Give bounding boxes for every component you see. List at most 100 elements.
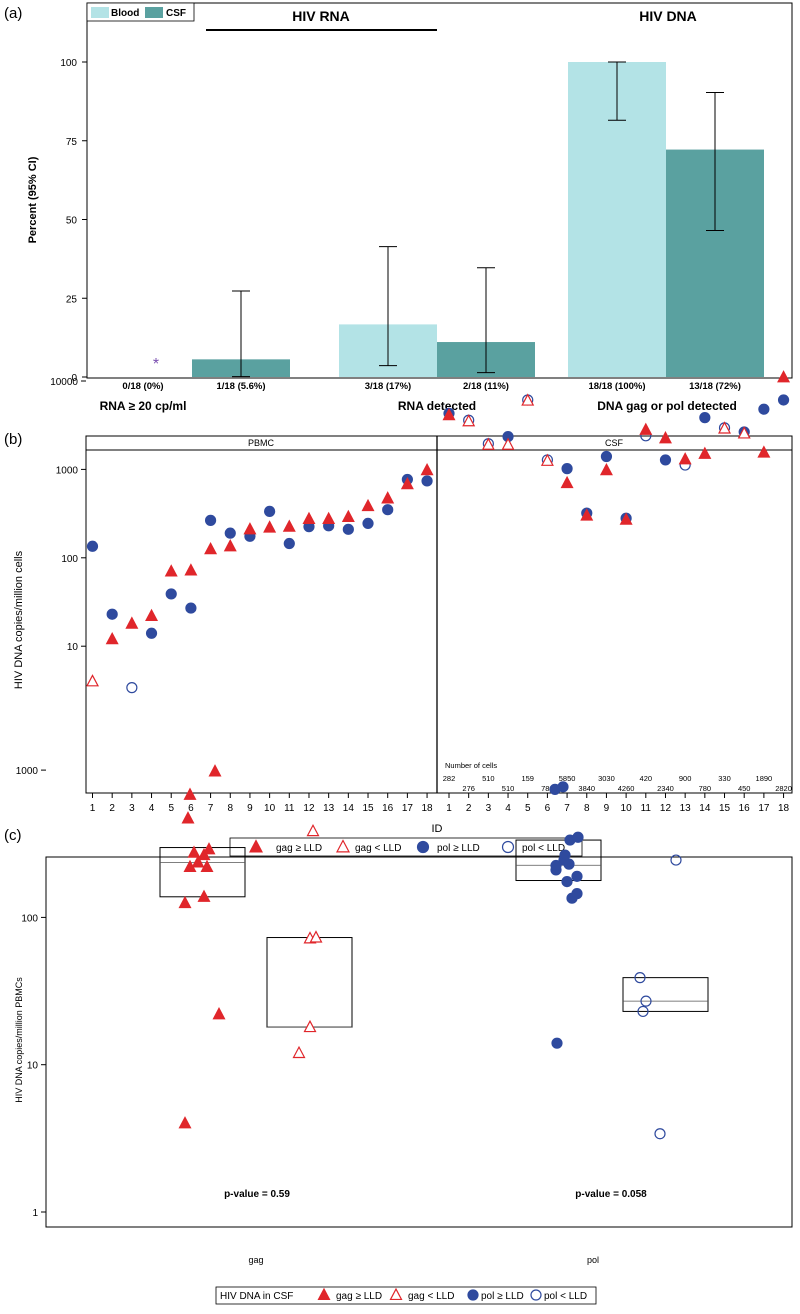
csf-pol-point-18 (777, 394, 790, 406)
csf-gag-point-9 (599, 462, 613, 476)
csf-gag-point-7 (560, 475, 574, 489)
chart-b-legend-box (229, 837, 583, 857)
bar-count-label: 1/18 (5.6%) (216, 381, 265, 392)
box-point-2-9 (559, 849, 571, 861)
panel-label-a: (a) (4, 5, 22, 22)
chart-a-frame (86, 2, 793, 379)
legend-gag-ge-label: gag ≥ LLD (276, 843, 322, 854)
pbmc-id-label: 1 (90, 803, 96, 814)
pbmc-id-label: 3 (129, 803, 135, 814)
chart-b-ytick-label: 100 (61, 554, 78, 565)
box-point-3-0 (654, 1128, 666, 1140)
pbmc-gag-point-10 (263, 520, 277, 533)
cells-count-bottom: 2340 (657, 784, 674, 793)
box-point-0-10 (181, 811, 195, 824)
cells-count-bottom: 3840 (578, 784, 595, 793)
pbmc-id-label: 13 (323, 803, 335, 814)
pbmc-gag-point-17 (400, 476, 414, 490)
pbmc-gag-point-8 (223, 539, 237, 552)
cells-count-top: 330 (718, 774, 731, 783)
pbmc-id-label: 4 (149, 803, 155, 814)
bar-count-label: 13/18 (72%) (689, 381, 741, 392)
chart-c: HIV DNA copies/million PBMCs 1101001000 … (14, 764, 793, 1305)
pbmc-id-label: 16 (382, 803, 394, 814)
c-legend-pol-ge-label: pol ≥ LLD (481, 1291, 524, 1302)
box-point-3-4 (670, 854, 682, 866)
cells-count-top: 3030 (598, 774, 615, 783)
cells-count-top: 282 (443, 774, 456, 783)
box-point-2-0 (551, 1037, 563, 1049)
box-point-2-13 (557, 781, 569, 793)
chart-b-ylabel: HIV DNA copies/million cells (13, 550, 25, 689)
csf-gag-point-8 (580, 508, 594, 521)
panel-title-pbmc: PBMC (248, 438, 275, 448)
csf-gag-point-1 (442, 408, 456, 421)
csf-id-label: 16 (739, 803, 751, 814)
csf-gag-point-3 (481, 437, 495, 450)
cells-count-top: 900 (679, 774, 692, 783)
csf-gag-point-17 (757, 445, 771, 458)
box-point-0-5 (200, 859, 214, 873)
box-point-0-8 (187, 845, 201, 858)
csf-id-label: 13 (680, 803, 692, 814)
cells-count-top: 5850 (559, 774, 576, 783)
pbmc-gag-point-18 (420, 462, 434, 476)
box-point-0-12 (208, 764, 222, 777)
pbmc-pol-point-3 (126, 682, 138, 694)
box-point-1-4 (306, 823, 320, 837)
pbmc-id-label: 8 (227, 803, 233, 814)
cells-count-top: 510 (482, 774, 495, 783)
csf-pol-point-14 (699, 412, 711, 424)
legend-pol-ge-label: pol ≥ LLD (437, 843, 480, 854)
pbmc-gag-point-7 (204, 542, 218, 555)
pbmc-id-label: 12 (303, 803, 315, 814)
c-legend-gag-ge-label: gag ≥ LLD (336, 1291, 382, 1302)
c-legend-pol-lt-label: pol < LLD (544, 1291, 587, 1302)
pbmc-id-label: 10 (264, 803, 276, 814)
csf-pol-point-12 (659, 454, 672, 466)
box-point-3-3 (634, 972, 646, 984)
box-1 (266, 937, 353, 1028)
csf-gag-point-5 (521, 393, 535, 406)
bar-count-label: 3/18 (17%) (365, 381, 411, 392)
pbmc-gag-point-3 (125, 616, 139, 629)
box-point-2-2 (571, 888, 583, 900)
csf-id-label: 3 (486, 803, 492, 814)
category-label-rna-20: RNA ≥ 20 cp/ml (100, 399, 187, 413)
pbmc-pol-point-16 (382, 504, 394, 516)
pbmc-pol-point-15 (362, 517, 374, 529)
cells-count-top: 1890 (756, 774, 773, 783)
asterisk-annotation: * (153, 356, 159, 373)
pbmc-gag-point-9 (243, 522, 257, 535)
chart-c-ytick-label: 100 (21, 913, 38, 924)
cells-count-bottom: 4260 (618, 784, 635, 793)
legend-blood-swatch (91, 7, 109, 18)
pbmc-pol-point-14 (342, 523, 354, 535)
csf-id-label: 12 (660, 803, 672, 814)
legend-csf-swatch (145, 7, 163, 18)
category-label-gag: gag (248, 1255, 263, 1265)
header-hiv-rna: HIV RNA (292, 8, 350, 24)
chart-a-legend-box (86, 2, 195, 22)
chart-b-ytick-label: 10000 (50, 377, 78, 388)
csf-id-label: 7 (564, 803, 570, 814)
pbmc-gag-point-15 (361, 498, 375, 512)
chart-a-ytick-label: 75 (66, 137, 78, 148)
box-point-1-3 (309, 930, 323, 943)
pbmc-id-label: 17 (402, 803, 414, 814)
box-point-0-0 (178, 1116, 192, 1129)
panel-title-csf: CSF (605, 438, 624, 448)
csf-id-label: 15 (719, 803, 731, 814)
pbmc-id-label: 5 (168, 803, 174, 814)
box-point-2-4 (571, 870, 583, 882)
csf-pol-point-17 (758, 403, 770, 415)
chart-b-xlabel: ID (432, 823, 443, 835)
csf-gag-point-13 (678, 452, 692, 465)
cells-count-bottom: 780 (541, 784, 554, 793)
pbmc-pol-point-4 (145, 627, 158, 639)
chart-b: PBMC CSF HIV DNA copies/million cells ID… (13, 370, 793, 857)
panel-label-b: (b) (4, 431, 22, 448)
cells-count-bottom: 780 (699, 784, 712, 793)
csf-id-label: 5 (525, 803, 531, 814)
